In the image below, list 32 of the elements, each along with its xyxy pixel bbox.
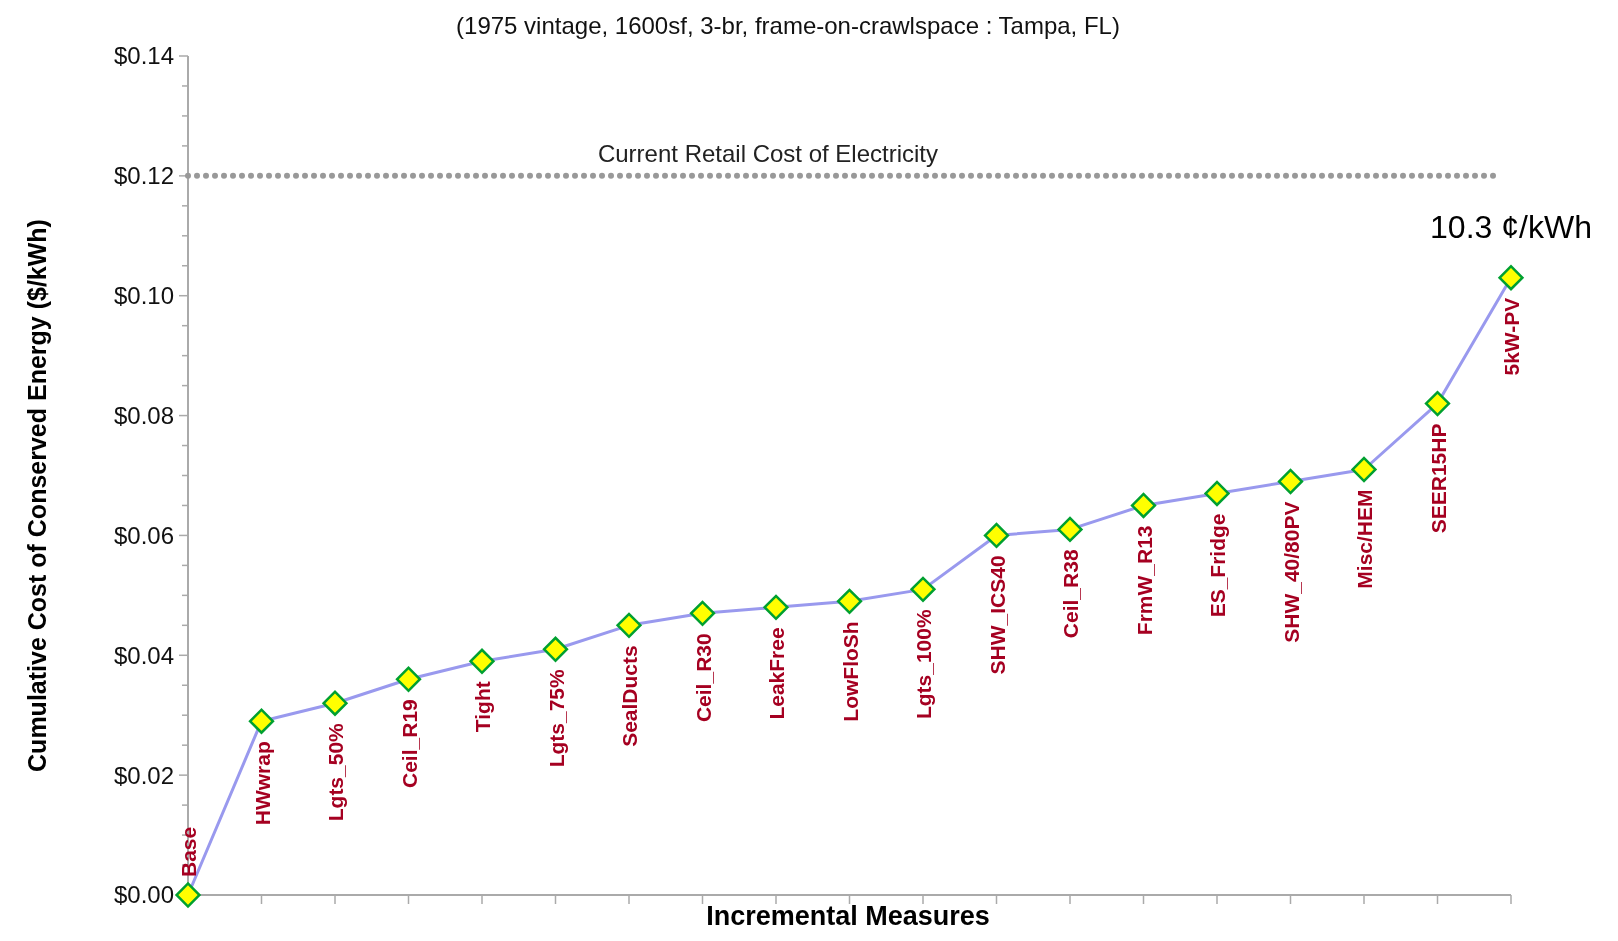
x-tick-label: SHW_40/80PV [1279,501,1303,643]
y-tick-label: $0.04 [113,641,174,669]
y-tick-label: $0.00 [113,881,174,909]
y-tick-label: $0.10 [113,282,174,310]
x-tick-label: Ceil_R38 [1059,549,1082,639]
x-tick-label: HWwrap [250,741,274,826]
x-tick-label: 5kW-PV [1500,297,1523,376]
x-tick-label: LeakFree [765,627,788,720]
x-tick-label: ES_Fridge [1206,513,1229,618]
x-tick-label: Base [177,826,200,877]
y-tick-label: $0.06 [113,521,174,549]
chart-subtitle: (1975 vintage, 1600sf, 3-br, frame-on-crawlspace : Tampa, FL) [456,12,1120,39]
x-tick-label: SealDucts [618,645,641,747]
x-tick-label: Lgts_100% [912,609,935,720]
annotation: 10.3 ¢/kWh [1430,208,1592,245]
x-axis-title: Incremental Measures [706,901,990,931]
ref-line-label: Current Retail Cost of Electricity [597,139,939,167]
x-tick-label: Lgts_50% [324,722,347,822]
x-tick-label: Lgts_75% [544,668,568,768]
x-tick-label: Ceil_R19 [397,699,421,788]
x-tick-label: Ceil_R30 [691,633,715,723]
x-tick-label: FrmW_R13 [1132,525,1156,636]
x-tick-label: SEER15HP [1426,423,1450,534]
y-tick-label: $0.14 [113,42,174,70]
y-tick-label: $0.02 [113,761,174,789]
x-tick-label: SHW_ICS40 [985,555,1009,675]
x-tick-label: Misc/HEM [1353,489,1376,589]
y-tick-label: $0.12 [113,162,174,190]
y-axis-title: Cumulative Cost of Conserved Energy ($/kWh) [23,219,51,772]
y-tick-label: $0.08 [113,401,174,429]
x-tick-label: LowFloSh [838,621,862,722]
x-tick-label: Tight [471,681,494,733]
